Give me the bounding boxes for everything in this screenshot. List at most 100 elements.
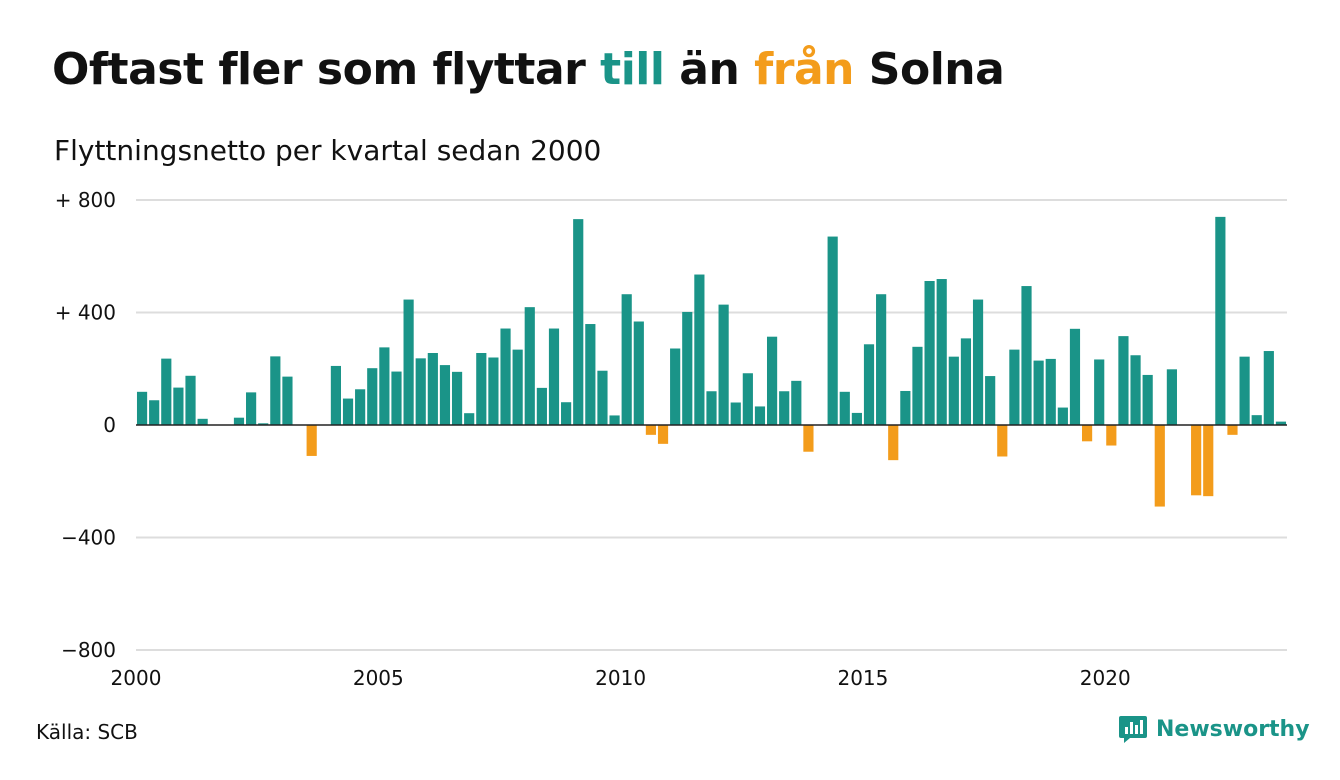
bar (1106, 425, 1117, 446)
bar (585, 324, 596, 425)
bar (573, 219, 584, 425)
newsworthy-logo-icon (1119, 716, 1147, 743)
bar (633, 321, 644, 425)
x-tick-label: 2010 (595, 666, 646, 690)
bar (839, 391, 850, 425)
y-tick-label: 0 (103, 413, 116, 437)
bar (561, 402, 572, 425)
bar (876, 294, 887, 425)
y-tick-label: + 800 (55, 188, 116, 212)
title-highlight-till: till (600, 44, 665, 95)
bar (827, 236, 838, 425)
bar (330, 365, 341, 425)
bar (282, 376, 293, 425)
x-tick-label: 2020 (1080, 666, 1131, 690)
bar (1057, 407, 1068, 425)
bar (1166, 369, 1177, 425)
title-part-1: Oftast fler som flyttar (52, 44, 601, 95)
bar (851, 412, 862, 425)
bar (391, 371, 402, 425)
bar (597, 370, 608, 425)
bar (136, 391, 148, 425)
bar (1069, 328, 1081, 425)
bar (258, 423, 269, 425)
bar (427, 353, 438, 425)
x-tick-label: 2000 (111, 666, 162, 690)
bar (500, 328, 511, 425)
bar (367, 368, 378, 425)
bar (306, 425, 317, 456)
bar (464, 413, 475, 425)
bar (355, 389, 366, 425)
bar (149, 400, 160, 425)
x-tick-label: 2015 (837, 666, 888, 690)
bar (730, 402, 741, 425)
bar (246, 392, 257, 425)
bar-series (136, 216, 1287, 507)
bar (948, 356, 959, 425)
bar (536, 387, 547, 425)
bar (609, 415, 620, 425)
bar (173, 387, 184, 425)
x-tick-label: 2005 (353, 666, 404, 690)
bar (342, 398, 354, 425)
bar (985, 376, 996, 425)
bar (754, 406, 766, 425)
bar (512, 349, 523, 425)
bar (645, 425, 657, 435)
chart-title: Oftast fler som flyttar till än från Sol… (52, 44, 1005, 95)
bar (185, 375, 196, 425)
chart-subtitle: Flyttningsnetto per kvartal sedan 2000 (54, 134, 602, 167)
bar (524, 307, 535, 425)
bar (912, 346, 923, 425)
bar (924, 281, 935, 425)
newsworthy-logo[interactable]: Newsworthy (1118, 714, 1310, 744)
bar (682, 311, 693, 425)
bar (451, 371, 463, 425)
bar (1239, 356, 1250, 425)
bar (694, 274, 705, 425)
bar (1130, 355, 1141, 425)
logo-wordmark: Newsworthy (1156, 716, 1310, 742)
bar (1021, 286, 1032, 425)
bar (1118, 336, 1129, 425)
bar (415, 358, 426, 425)
bar (488, 357, 499, 425)
bar (803, 425, 814, 452)
bar (718, 304, 729, 425)
source-note: Källa: SCB (36, 720, 138, 744)
bar (548, 328, 560, 425)
bar (791, 380, 802, 425)
y-axis-ticks: −800 −400 0 + 400 + 800 (55, 188, 116, 662)
bar (900, 390, 911, 425)
bar (1082, 425, 1093, 442)
y-tick-label: + 400 (55, 301, 116, 325)
bar (197, 418, 208, 425)
bar (997, 425, 1008, 457)
bar (621, 294, 632, 425)
bar (1203, 425, 1214, 497)
title-highlight-fran: från (754, 44, 854, 95)
bar (476, 353, 487, 425)
title-part-5: Solna (853, 44, 1005, 95)
bar (1263, 351, 1274, 425)
bar (742, 373, 753, 425)
y-tick-label: −400 (61, 526, 116, 550)
bar (1033, 360, 1044, 425)
bar (403, 299, 414, 425)
bar (1142, 374, 1153, 425)
bar (888, 425, 899, 461)
bar (972, 299, 984, 425)
bar (379, 347, 390, 425)
y-tick-label: −800 (61, 638, 116, 662)
title-part-3: än (664, 44, 755, 95)
bar (670, 348, 681, 425)
bar (779, 391, 790, 425)
bar (1191, 425, 1202, 496)
bar (766, 336, 778, 425)
bar (1009, 349, 1020, 425)
bar (863, 344, 875, 425)
bar (1215, 216, 1226, 425)
bar (1251, 415, 1262, 425)
bar (1094, 359, 1105, 425)
